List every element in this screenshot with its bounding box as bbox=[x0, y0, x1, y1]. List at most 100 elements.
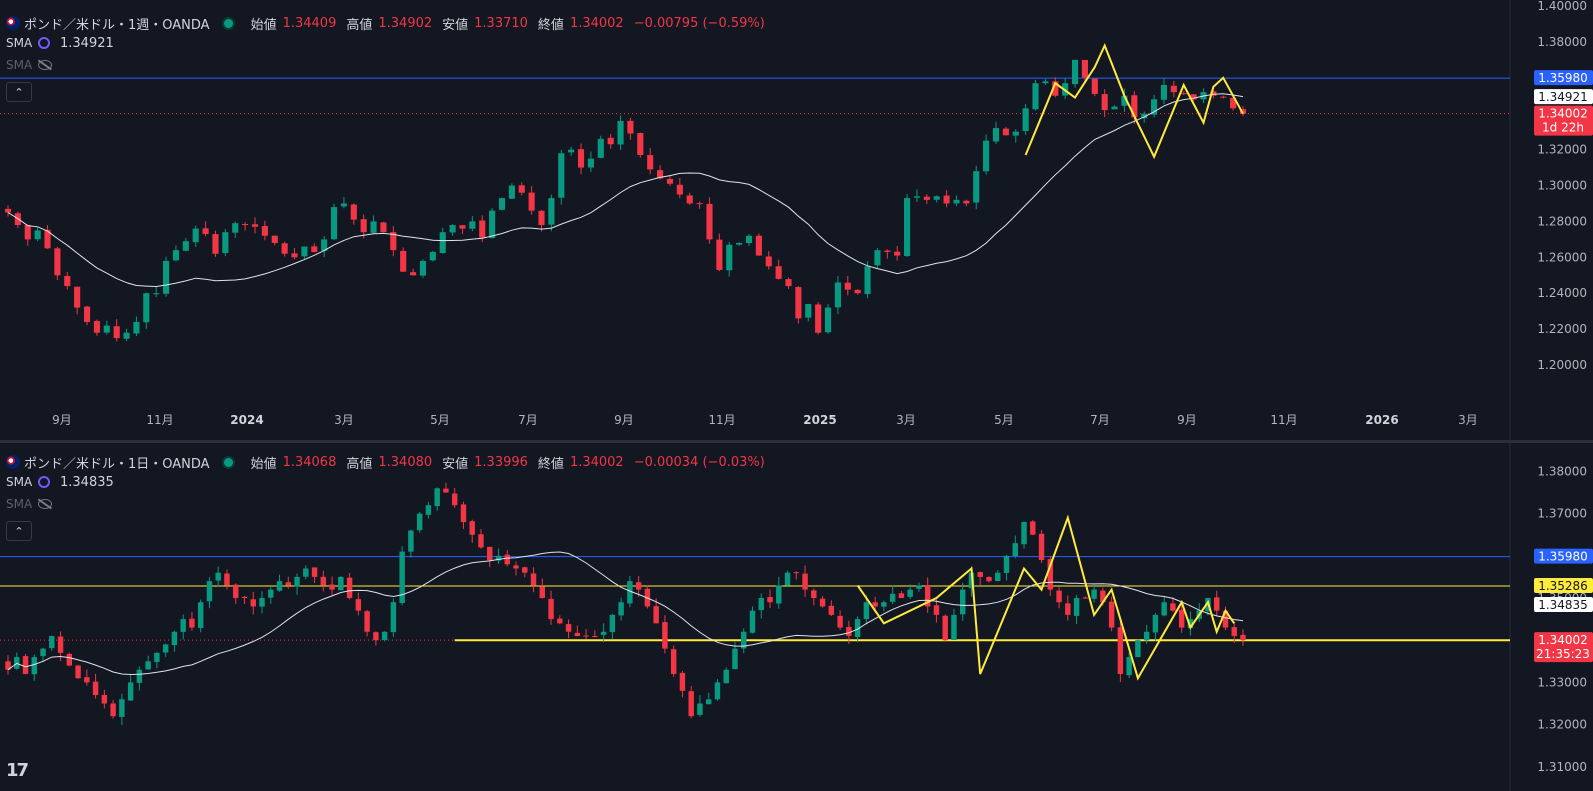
candle-body bbox=[758, 598, 764, 611]
y-tick-label: 1.22000 bbox=[1537, 322, 1587, 336]
gbp-usd-flag-icon bbox=[6, 16, 20, 30]
candle-body bbox=[795, 287, 802, 319]
candle-body bbox=[767, 597, 773, 603]
candle-body bbox=[136, 669, 143, 683]
weekly-chart-pane[interactable]: 1.400001.380001.360001.340001.320001.300… bbox=[0, 0, 1593, 440]
candle-body bbox=[54, 248, 61, 276]
candle-body bbox=[805, 304, 812, 318]
y-tick-label: 1.38000 bbox=[1537, 35, 1587, 49]
candle-body bbox=[469, 221, 476, 229]
candle-body bbox=[1032, 83, 1039, 110]
candle-body bbox=[259, 598, 265, 607]
daily-chart-canvas[interactable]: 1.380001.370001.360001.350001.340001.330… bbox=[0, 443, 1593, 791]
hline-price-tag-bg bbox=[1534, 70, 1593, 86]
candle-body bbox=[330, 207, 338, 240]
collapse-legend-button[interactable]: ⌃ bbox=[6, 521, 32, 541]
candle-body bbox=[548, 598, 554, 620]
sma-price-tag: 1.34921 bbox=[1538, 90, 1588, 104]
market-status-icon[interactable] bbox=[221, 455, 235, 469]
candle-body bbox=[538, 210, 545, 226]
gbp-usd-flag-icon bbox=[6, 455, 20, 469]
candle-body bbox=[577, 149, 585, 168]
x-tick-label: 11月 bbox=[146, 413, 173, 427]
candle-body bbox=[1101, 94, 1108, 111]
candle-body bbox=[913, 196, 921, 198]
candle-body bbox=[657, 170, 664, 179]
candle-body bbox=[1151, 99, 1158, 115]
candle-body bbox=[676, 184, 683, 195]
candle-body bbox=[370, 221, 377, 233]
candle-body bbox=[84, 677, 90, 683]
candle-body bbox=[953, 199, 960, 204]
candle-body bbox=[864, 266, 871, 295]
candle-body bbox=[180, 619, 186, 632]
candle-body bbox=[819, 598, 826, 607]
candle-body bbox=[1022, 108, 1029, 131]
symbol-title[interactable]: ポンド／米ドル・1日・OANDA bbox=[24, 456, 210, 472]
candle-body bbox=[741, 631, 747, 649]
eye-off-icon[interactable] bbox=[38, 499, 52, 509]
candle-body bbox=[1170, 85, 1177, 93]
candle-body bbox=[1108, 601, 1115, 628]
candle-body bbox=[1091, 78, 1098, 94]
candle-body bbox=[1131, 95, 1138, 118]
candle-body bbox=[301, 246, 308, 257]
candle-body bbox=[373, 632, 379, 641]
candle-body bbox=[889, 593, 896, 602]
eye-off-icon[interactable] bbox=[38, 60, 52, 70]
candle-body bbox=[1135, 640, 1141, 658]
candle-body bbox=[202, 228, 209, 234]
x-tick-label: 9月 bbox=[52, 413, 72, 427]
close-value: 1.34002 bbox=[569, 15, 624, 31]
candle-body bbox=[1111, 106, 1118, 110]
candle-body bbox=[268, 589, 274, 598]
candle-body bbox=[294, 576, 300, 587]
x-tick-label: 9月 bbox=[1177, 413, 1197, 427]
sma-indicator-row[interactable]: SMA 1.34921 bbox=[6, 32, 765, 54]
candle-body bbox=[607, 137, 614, 145]
candle-body bbox=[172, 250, 180, 261]
candle-body bbox=[874, 250, 881, 266]
tradingview-logo[interactable]: 17 bbox=[6, 760, 29, 781]
candle-body bbox=[662, 622, 668, 649]
candle-body bbox=[40, 648, 46, 657]
candle-body bbox=[522, 567, 528, 573]
hline-price-tag: 1.35980 bbox=[1538, 71, 1588, 85]
daily-chart-pane[interactable]: 1.380001.370001.360001.350001.340001.330… bbox=[0, 443, 1593, 791]
candle-body bbox=[776, 585, 782, 604]
candle-body bbox=[74, 286, 81, 308]
candle-body bbox=[815, 304, 822, 333]
candle-body bbox=[360, 219, 367, 233]
weekly-chart-canvas[interactable]: 1.400001.380001.360001.340001.320001.300… bbox=[0, 0, 1593, 440]
candle-body bbox=[34, 230, 41, 240]
candle-body bbox=[281, 243, 288, 254]
candle-body bbox=[233, 584, 239, 599]
candle-body bbox=[434, 488, 440, 507]
candle-body bbox=[995, 572, 1001, 582]
candle-body bbox=[93, 320, 100, 333]
sma-indicator-row[interactable]: SMA 1.34835 bbox=[6, 471, 765, 493]
candle-body bbox=[429, 251, 436, 261]
last-price-tag-bg bbox=[1534, 105, 1593, 136]
sma-hidden-row[interactable]: SMA bbox=[6, 493, 765, 515]
sma-hidden-row[interactable]: SMA bbox=[6, 54, 765, 76]
close-label: 終値 bbox=[537, 456, 564, 472]
pane-divider[interactable] bbox=[0, 440, 1593, 443]
collapse-legend-button[interactable]: ⌃ bbox=[6, 82, 32, 102]
candle-body bbox=[732, 648, 738, 670]
candle-body bbox=[224, 573, 230, 586]
candle-body bbox=[1071, 59, 1079, 85]
candle-body bbox=[844, 282, 851, 290]
close-label: 終値 bbox=[537, 17, 564, 33]
candle-body bbox=[400, 250, 407, 272]
sma-line bbox=[7, 551, 1244, 676]
candle-body bbox=[24, 225, 31, 240]
candle-body bbox=[686, 195, 693, 204]
candle-body bbox=[951, 614, 957, 640]
candle-body bbox=[973, 171, 980, 203]
market-status-icon[interactable] bbox=[221, 16, 235, 30]
symbol-title[interactable]: ポンド／米ドル・1週・OANDA bbox=[24, 17, 210, 33]
candle-body bbox=[469, 521, 475, 535]
candle-body bbox=[1126, 657, 1132, 676]
high-label: 高値 bbox=[346, 17, 373, 33]
